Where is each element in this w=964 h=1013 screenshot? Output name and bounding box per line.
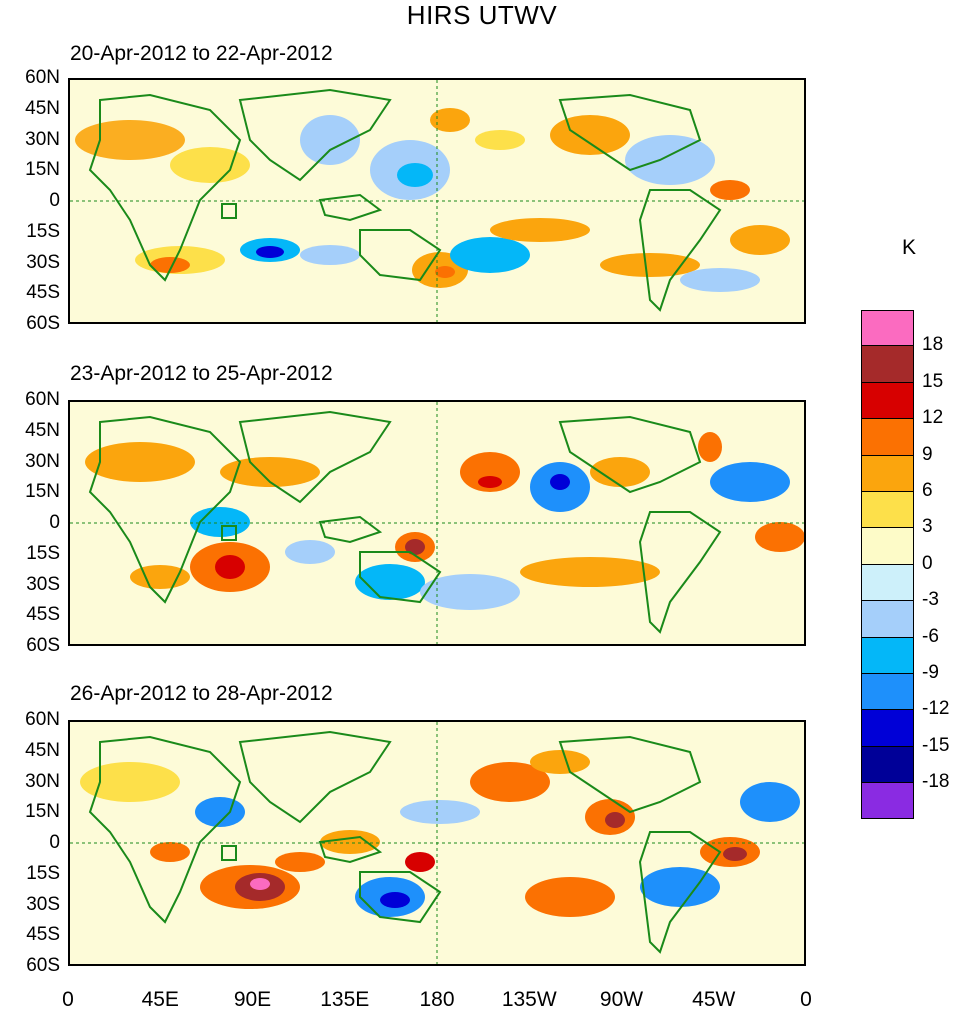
panel-1-field — [70, 80, 804, 322]
lon-label: 0 — [62, 988, 74, 1011]
colorbar-cell — [861, 382, 914, 420]
lat-label: 15N — [25, 159, 60, 181]
lat-label: 45S — [26, 282, 60, 304]
colorbar-cell — [861, 491, 914, 529]
lat-label: 30S — [26, 573, 60, 595]
lat-label: 15N — [25, 481, 60, 503]
colorbar-cell — [861, 601, 914, 638]
lat-label: 45N — [25, 419, 60, 441]
lat-label: 15S — [26, 862, 60, 884]
lat-label: 60N — [25, 67, 60, 88]
colorbar-label: 9 — [922, 443, 933, 465]
colorbar-cell — [861, 455, 914, 492]
colorbar-cell — [861, 637, 914, 674]
colorbar-label: -6 — [922, 625, 939, 647]
colorbar-label: -18 — [922, 771, 950, 793]
panel-3-map — [68, 720, 806, 966]
lon-label: 45E — [141, 988, 179, 1011]
colorbar-cell — [861, 564, 914, 602]
lon-label: 45W — [692, 988, 736, 1011]
panel-3-title: 26-Apr-2012 to 28-Apr-2012 — [70, 682, 333, 705]
lon-label: 135E — [320, 988, 370, 1011]
panel-1-title: 20-Apr-2012 to 22-Apr-2012 — [70, 42, 333, 65]
colorbar-label: 0 — [922, 552, 933, 574]
colorbar-label: -15 — [922, 734, 950, 756]
lat-label: 60S — [26, 313, 60, 334]
lat-label: 45N — [25, 739, 60, 761]
colorbar-label: -9 — [922, 662, 939, 683]
colorbar-cell — [861, 419, 914, 456]
colorbar-cell — [861, 310, 914, 347]
lon-label: 0 — [800, 988, 812, 1011]
colorbar-label: 6 — [922, 480, 933, 501]
lat-label: 45S — [26, 604, 60, 626]
colorbar-cell — [861, 528, 914, 565]
lat-label: 30N — [25, 770, 60, 792]
lat-label: 45S — [26, 924, 60, 946]
colorbar-label: 18 — [922, 334, 944, 356]
panel-1-map — [68, 78, 806, 324]
panel-2-title: 23-Apr-2012 to 25-Apr-2012 — [70, 362, 333, 385]
colorbar-unit: K — [902, 236, 917, 259]
colorbar-label: -12 — [922, 698, 950, 720]
lat-label: 60S — [26, 955, 60, 976]
lon-label: 90E — [233, 988, 272, 1011]
colorbar-cell — [861, 346, 914, 383]
colorbar-cell — [861, 746, 914, 784]
colorbar — [861, 310, 914, 820]
lat-label: 60N — [25, 389, 60, 410]
panel-3-field — [70, 722, 804, 964]
lat-label: 0 — [49, 190, 60, 211]
panel-2-map — [68, 400, 806, 646]
lat-label: 15S — [26, 220, 60, 242]
colorbar-cell — [861, 783, 914, 820]
panel-2-field — [70, 402, 804, 644]
lat-label: 60N — [25, 709, 60, 730]
colorbar-label: -3 — [922, 589, 939, 611]
colorbar-cell — [861, 710, 914, 747]
colorbar-label: 15 — [922, 370, 944, 392]
lat-label: 30S — [26, 251, 60, 273]
lon-label: 180 — [419, 988, 455, 1011]
lat-label: 15N — [25, 801, 60, 823]
lat-label: 45N — [25, 97, 60, 119]
figure-title: HIRS UTWV — [406, 0, 558, 30]
colorbar-label: 12 — [922, 407, 944, 429]
lat-label: 30S — [26, 893, 60, 915]
lat-label: 0 — [49, 512, 60, 533]
colorbar-cell — [861, 673, 914, 711]
colorbar-label: 3 — [922, 516, 933, 538]
lat-label: 30N — [25, 450, 60, 472]
lon-label: 135W — [501, 988, 557, 1011]
lat-label: 0 — [49, 832, 60, 853]
lat-label: 15S — [26, 542, 60, 564]
lat-label: 60S — [26, 635, 60, 656]
lon-label: 90W — [599, 988, 644, 1011]
lat-label: 30N — [25, 128, 60, 150]
